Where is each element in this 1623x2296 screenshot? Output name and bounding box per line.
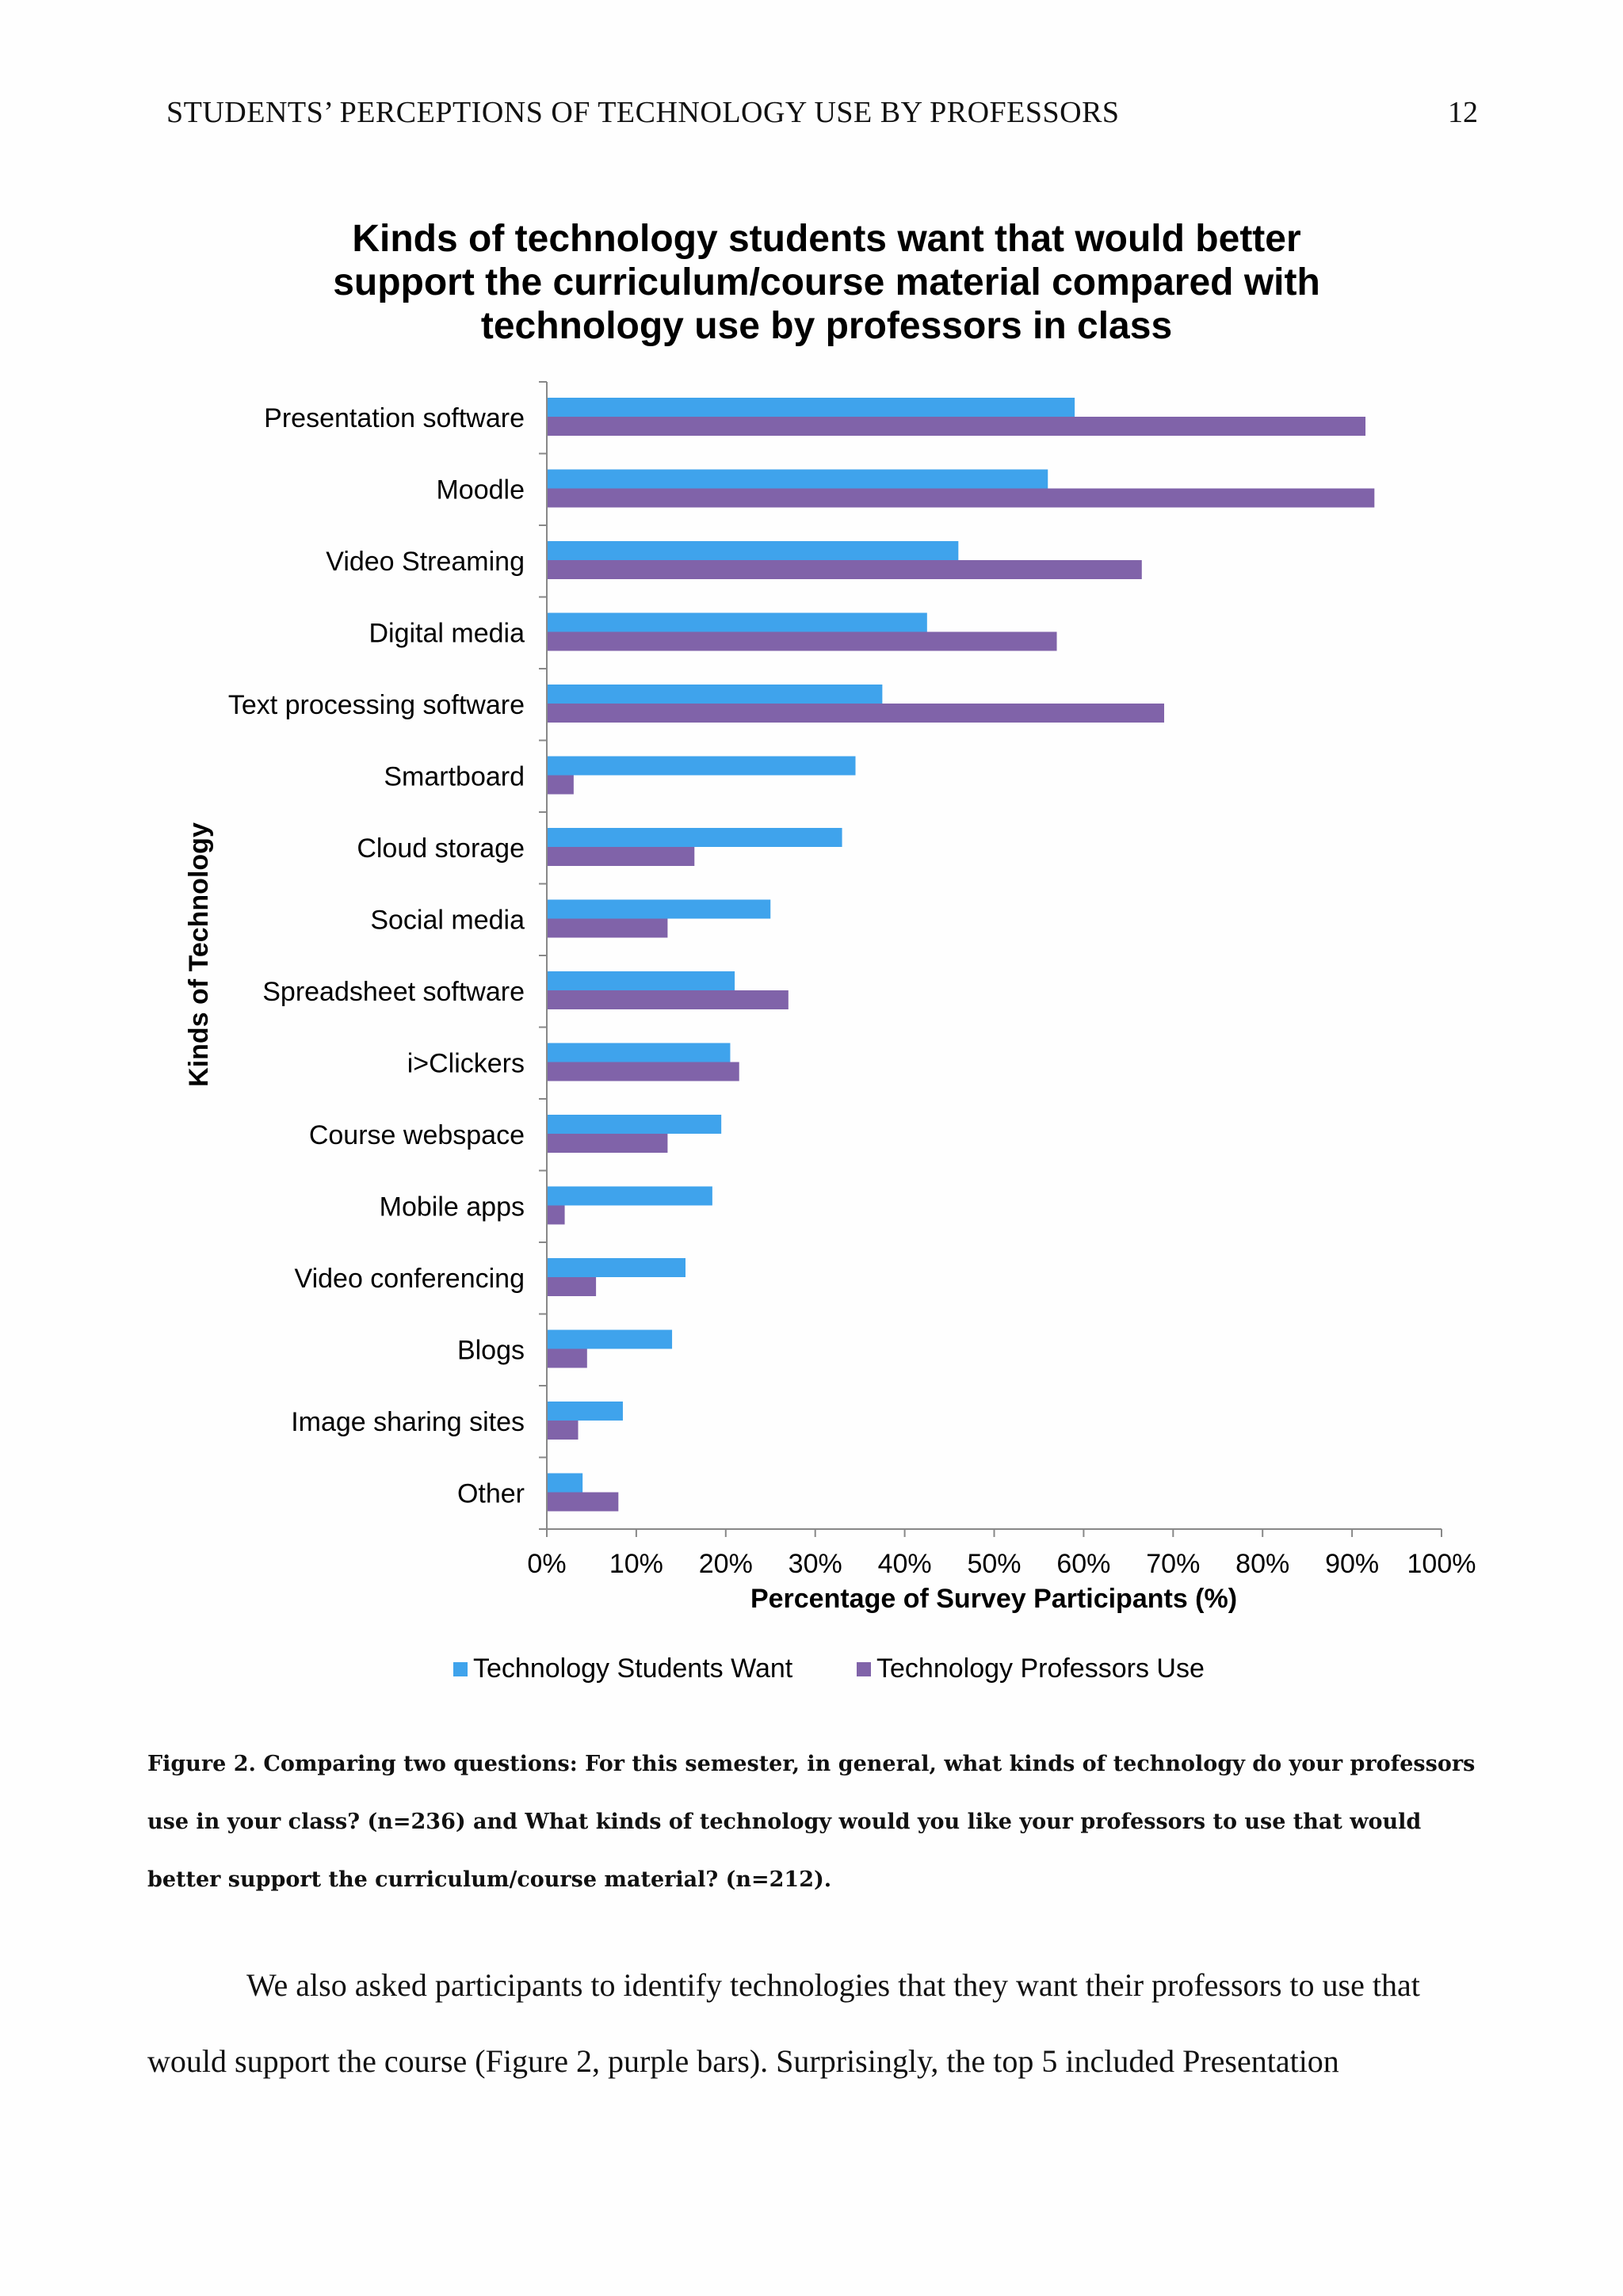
bar-professors-use — [547, 990, 789, 1009]
bar-professors-use — [547, 1205, 565, 1225]
bar-professors-use — [547, 775, 574, 795]
bar-students-want — [547, 756, 856, 776]
bar-professors-use — [547, 847, 695, 866]
bar-professors-use — [547, 1277, 597, 1296]
category-label: Cloud storage — [357, 833, 525, 864]
bar-students-want — [547, 1258, 685, 1277]
bar-students-want — [547, 1473, 583, 1493]
category-label: Course webspace — [309, 1120, 525, 1150]
bar-professors-use — [547, 417, 1366, 436]
bar-students-want — [547, 899, 771, 919]
category-label: Presentation software — [264, 403, 525, 433]
category-label: i>Clickers — [407, 1049, 525, 1079]
legend-swatch — [857, 1662, 871, 1676]
x-axis-title: Percentage of Survey Participants (%) — [750, 1584, 1237, 1614]
bar-students-want — [547, 612, 927, 632]
bar-professors-use — [547, 1062, 739, 1081]
category-label: Video Streaming — [326, 547, 525, 577]
x-tick-labels: 0% 10% 20% 30% 40% 50% 60% 70% 80% 90% 100% — [527, 1549, 1476, 1579]
category-label: Moodle — [436, 475, 525, 505]
category-label: Spreadsheet software — [262, 977, 525, 1007]
page-number: 12 — [1448, 96, 1478, 129]
chart-title-line: Kinds of technology students want that w… — [352, 218, 1300, 260]
x-tick-label: 80% — [1235, 1549, 1289, 1579]
bar-professors-use — [547, 1134, 668, 1153]
chart-axes — [539, 381, 1442, 1537]
chart-title: Kinds of technology students want that w… — [333, 218, 1320, 347]
category-label: Mobile apps — [380, 1192, 525, 1222]
x-tick-label: 70% — [1146, 1549, 1200, 1579]
category-label: Digital media — [369, 619, 525, 649]
category-label: Text processing software — [228, 690, 525, 720]
body-paragraph: We also asked participants to identify t… — [147, 1967, 1420, 2079]
category-label: Video conferencing — [295, 1264, 525, 1294]
bar-professors-use — [547, 488, 1375, 508]
bar-chart: Kinds of technology students want that w… — [184, 218, 1476, 1684]
bar-students-want — [547, 398, 1075, 417]
bar-students-want — [547, 1043, 731, 1062]
bar-professors-use — [547, 704, 1165, 723]
x-tick-label: 30% — [789, 1549, 842, 1579]
bar-professors-use — [547, 918, 668, 938]
bar-professors-use — [547, 560, 1142, 579]
x-tick-label: 10% — [609, 1549, 663, 1579]
legend-swatch — [453, 1662, 468, 1676]
category-labels: Presentation software Moodle Video Streami… — [228, 403, 525, 1509]
x-tick-label: 20% — [699, 1549, 753, 1579]
bar-professors-use — [547, 1492, 619, 1512]
chart-legend: Technology Students Want Technology Profe… — [453, 1653, 1205, 1684]
bar-students-want — [547, 1115, 722, 1134]
bar-students-want — [547, 685, 883, 704]
bar-professors-use — [547, 1421, 579, 1440]
x-tick-label: 60% — [1056, 1549, 1110, 1579]
x-tick-label: 40% — [878, 1549, 932, 1579]
category-label: Other — [457, 1479, 525, 1509]
bar-students-want — [547, 541, 959, 560]
running-head: STUDENTS’ PERCEPTIONS OF TECHNOLOGY USE … — [166, 96, 1120, 129]
x-tick-label: 50% — [967, 1549, 1021, 1579]
figure-caption: Figure 2. Comparing two questions: For t… — [147, 1752, 1476, 1892]
category-label: Image sharing sites — [291, 1407, 525, 1437]
x-tick-label: 100% — [1407, 1549, 1476, 1579]
legend-label: Technology Professors Use — [876, 1653, 1205, 1684]
bar-students-want — [547, 971, 735, 990]
x-tick-label: 90% — [1325, 1549, 1379, 1579]
chart-bars — [547, 398, 1375, 1512]
x-tick-label: 0% — [527, 1549, 566, 1579]
bar-professors-use — [547, 631, 1057, 651]
chart-title-line: support the curriculum/course material c… — [333, 261, 1320, 303]
chart-title-line: technology use by professors in class — [481, 305, 1172, 347]
bar-students-want — [547, 828, 842, 847]
legend-label: Technology Students Want — [473, 1653, 793, 1684]
bar-students-want — [547, 1329, 673, 1349]
category-label: Smartboard — [384, 762, 525, 792]
bar-students-want — [547, 1186, 712, 1206]
bar-professors-use — [547, 1348, 587, 1368]
y-axis-title: Kinds of Technology — [184, 822, 214, 1087]
category-label: Blogs — [457, 1336, 525, 1366]
category-label: Social media — [370, 906, 525, 936]
bar-students-want — [547, 469, 1048, 489]
bar-students-want — [547, 1402, 623, 1421]
